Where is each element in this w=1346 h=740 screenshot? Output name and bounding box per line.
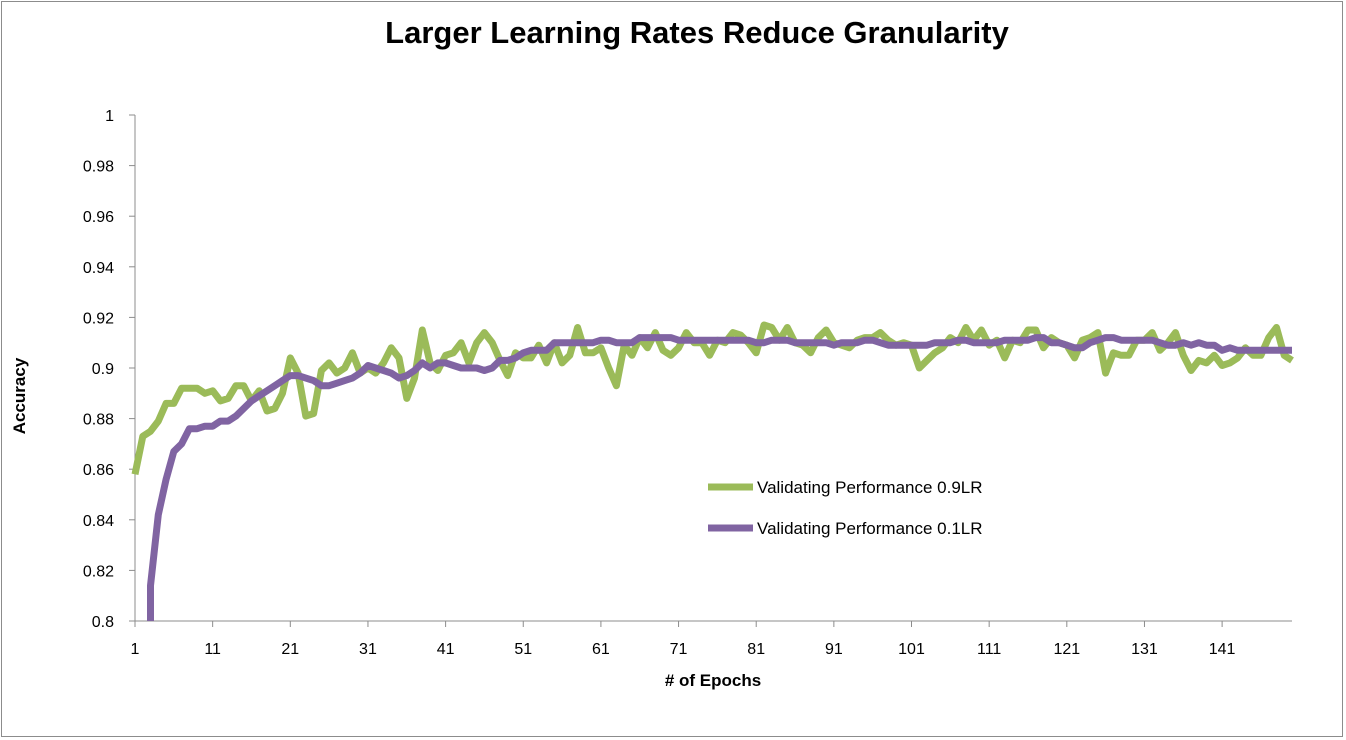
- plot-series: [131, 321, 1294, 621]
- y-tick-label: 1: [105, 108, 114, 125]
- x-tick-label: 51: [514, 641, 532, 658]
- x-tick-label: 121: [1053, 641, 1080, 658]
- y-axis-title: Accuracy: [10, 357, 29, 434]
- x-tick-label: 31: [359, 641, 377, 658]
- y-tick-label: 0.84: [83, 513, 114, 530]
- chart-title: Larger Learning Rates Reduce Granularity: [385, 15, 1009, 50]
- x-tick-label: 41: [437, 641, 455, 658]
- x-tick-label: 101: [898, 641, 925, 658]
- x-tick-label: 141: [1209, 641, 1236, 658]
- x-tick-label: 21: [281, 641, 299, 658]
- x-tick-label: 11: [204, 641, 221, 658]
- y-tick-label: 0.82: [83, 563, 114, 580]
- y-axis: 0.8 0.82 0.84 0.86 0.88 0.9 0.92 0.94 0.96 0.98 1: [83, 108, 136, 631]
- y-tick-label: 0.96: [83, 209, 114, 226]
- x-tick-label: 61: [592, 641, 610, 658]
- series-line-lr-0-9: [131, 321, 1294, 476]
- x-tick-label: 81: [747, 641, 765, 658]
- y-tick-label: 0.86: [83, 462, 114, 479]
- y-tick-label: 0.8: [92, 614, 114, 631]
- y-tick-label: 0.94: [83, 260, 114, 277]
- x-tick-label: 111: [977, 641, 1001, 658]
- x-tick-label: 131: [1131, 641, 1158, 658]
- legend-label-lr-0-9: Validating Performance 0.9LR: [757, 478, 983, 497]
- x-axis: 1 11 21 31 41 51 61 71 81 91 101 111 121 131 141: [131, 620, 1292, 658]
- x-tick-label: 71: [670, 641, 688, 658]
- y-tick-label: 0.92: [83, 310, 114, 327]
- y-tick-label: 0.9: [92, 361, 114, 378]
- legend: Validating Performance 0.9LR Validating P…: [708, 478, 983, 538]
- y-tick-label: 0.88: [83, 412, 114, 429]
- y-tick-label: 0.98: [83, 159, 114, 176]
- x-axis-title: # of Epochs: [665, 671, 761, 690]
- legend-label-lr-0-1: Validating Performance 0.1LR: [757, 519, 983, 538]
- x-tick-label: 91: [825, 641, 843, 658]
- x-tick-label: 1: [131, 641, 140, 658]
- series-line-lr-0-1: [147, 334, 1292, 621]
